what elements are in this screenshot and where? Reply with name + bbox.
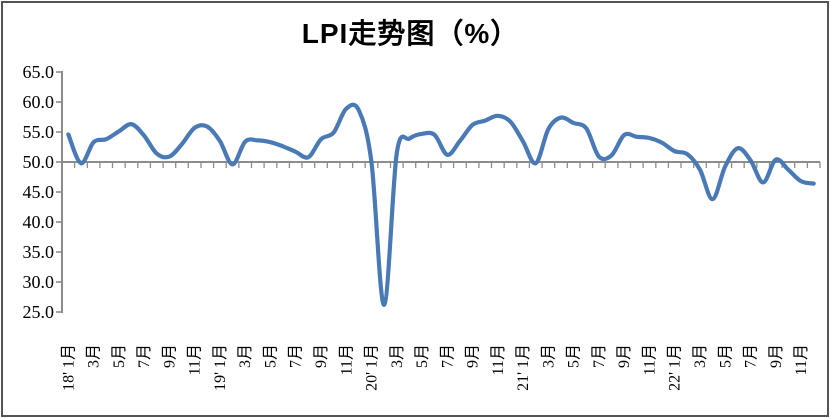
- y-tick-label: 60.0: [23, 92, 55, 112]
- x-tick-label: 20' 1月: [364, 344, 381, 391]
- chart-title: LPI走势图（%）: [301, 18, 520, 49]
- x-tick-label: 3月: [237, 344, 254, 368]
- y-tick-label: 25.0: [23, 302, 55, 322]
- lpi-series-line: [66, 102, 816, 307]
- x-tick-label: 7月: [591, 344, 608, 368]
- x-axis: 18' 1月 3月 5月 7月 9月 11月 19' 1月 3月 5月 7月 9月 11月 20' 1月…: [60, 161, 821, 391]
- x-tick-label: 5月: [717, 344, 734, 368]
- x-tick-label: 18' 1月: [60, 344, 77, 391]
- x-tick-label: 7月: [288, 344, 305, 368]
- x-tick-label: 9月: [161, 344, 178, 368]
- y-tick-label: 40.0: [23, 212, 55, 232]
- x-tick-label: 19' 1月: [212, 344, 229, 391]
- x-tick-label: 7月: [743, 344, 760, 368]
- x-tick-label: 9月: [768, 344, 785, 368]
- x-tick-label: 9月: [465, 344, 482, 368]
- x-tick-label: 3月: [389, 344, 406, 368]
- x-tick-label: 3月: [540, 344, 557, 368]
- x-tick-label: 3月: [86, 344, 103, 368]
- x-tick-label: 21' 1月: [515, 344, 532, 391]
- x-tick-label: 7月: [439, 344, 456, 368]
- x-tick-label: 22' 1月: [667, 344, 684, 391]
- x-tick-label: 11月: [641, 344, 658, 375]
- y-axis: 65.0 60.0 55.0 50.0 45.0 40.0 35.0 30.0 25.0: [23, 62, 63, 322]
- x-tick-label: 9月: [616, 344, 633, 368]
- y-tick-label: 45.0: [23, 182, 55, 202]
- x-tick-label: 5月: [262, 344, 279, 368]
- y-tick-label: 50.0: [23, 152, 55, 172]
- x-tick-label: 7月: [136, 344, 153, 368]
- x-tick-label: 11月: [793, 344, 810, 375]
- x-tick-label: 11月: [490, 344, 507, 375]
- y-tick-label: 55.0: [23, 122, 55, 142]
- y-tick-label: 65.0: [23, 62, 55, 82]
- x-tick-label: 11月: [338, 344, 355, 375]
- x-tick-label: 5月: [414, 344, 431, 368]
- x-tick-label: 5月: [566, 344, 583, 368]
- x-tick-label: 11月: [187, 344, 204, 375]
- y-tick-label: 30.0: [23, 272, 55, 292]
- y-tick-label: 35.0: [23, 242, 55, 262]
- x-tick-label: 9月: [313, 344, 330, 368]
- x-tick-label: 5月: [111, 344, 128, 368]
- x-tick-label: 3月: [692, 344, 709, 368]
